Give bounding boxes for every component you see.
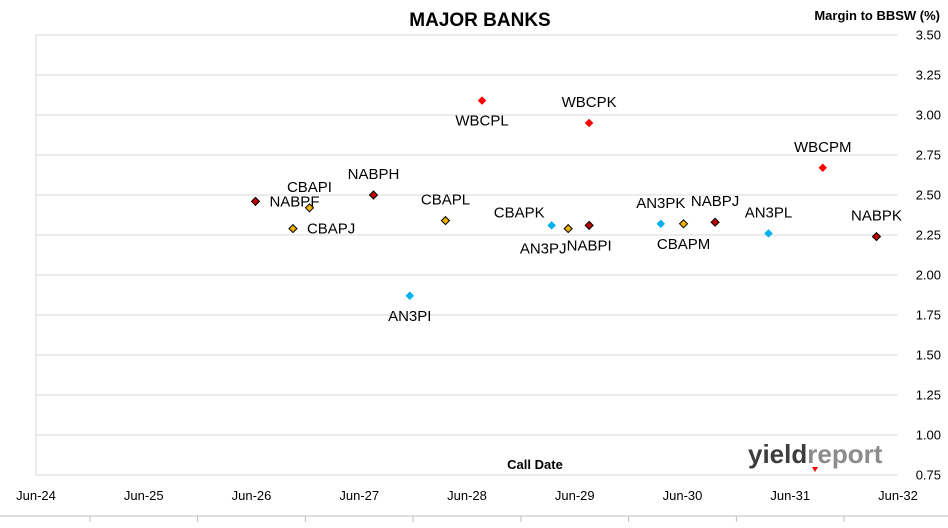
x-tick-label: Jun-29 bbox=[555, 488, 595, 503]
data-label-nabpk: NABPK bbox=[851, 208, 902, 225]
data-point-wbcpm bbox=[818, 163, 828, 173]
y-axis-title: Margin to BBSW (%) bbox=[814, 8, 940, 23]
data-label-cbapm: CBAPM bbox=[657, 236, 710, 253]
data-point-an3pj bbox=[563, 223, 573, 234]
data-label-cbapj: CBAPJ bbox=[307, 221, 355, 238]
x-tick-label: Jun-31 bbox=[770, 488, 810, 503]
logo-accent-mark bbox=[812, 467, 818, 472]
y-tick-label: 3.50 bbox=[916, 28, 941, 43]
data-label-wbcpk: WBCPK bbox=[562, 94, 617, 111]
data-point-nabpf bbox=[250, 196, 261, 207]
data-label-cbapi: CBAPI bbox=[287, 179, 332, 196]
data-point-cbapl bbox=[440, 215, 451, 226]
data-label-wbcpl: WBCPL bbox=[455, 113, 508, 130]
y-tick-label: 2.50 bbox=[916, 188, 941, 203]
logo-text-part2: report bbox=[807, 439, 882, 469]
data-point-nabpk bbox=[871, 231, 882, 242]
data-point-wbcpl bbox=[477, 96, 487, 105]
data-label-cbapl: CBAPL bbox=[421, 192, 470, 209]
y-tick-label: 1.75 bbox=[916, 308, 941, 323]
chart-title: MAJOR BANKS bbox=[409, 10, 550, 31]
data-point-cbapi bbox=[304, 203, 315, 213]
x-tick-label: Jun-27 bbox=[339, 488, 379, 503]
y-tick-label: 1.00 bbox=[916, 428, 941, 443]
data-point-an3pi bbox=[405, 291, 415, 301]
x-axis-title: Call Date bbox=[507, 457, 563, 472]
x-tick-label: Jun-26 bbox=[232, 488, 272, 503]
data-point-an3pl bbox=[764, 229, 773, 238]
data-point-cbapj bbox=[288, 223, 298, 234]
axis-layer: 0.75 1.00 1.25 1.50 1.75 2.00 2.25 2.50 2.75 3.00… bbox=[0, 28, 948, 522]
point-layer: NABPFCBAPJCBAPINABPHAN3PICBAPLWBCPLCBAPK… bbox=[250, 94, 902, 325]
data-point-nabph bbox=[368, 190, 379, 200]
x-tick-label: Jun-24 bbox=[16, 488, 56, 503]
data-point-nabpj bbox=[710, 217, 720, 227]
y-tick-label: 2.75 bbox=[916, 148, 941, 163]
logo-text-part1: yield bbox=[748, 439, 807, 469]
x-tick-label: Jun-25 bbox=[124, 488, 164, 503]
data-label-an3pl: AN3PL bbox=[745, 204, 793, 221]
y-tick-label: 1.25 bbox=[916, 388, 941, 403]
y-tick-label: 0.75 bbox=[916, 468, 941, 483]
data-label-cbapk: CBAPK bbox=[494, 204, 545, 221]
x-tick-label: Jun-30 bbox=[663, 488, 703, 503]
data-point-cbapk bbox=[547, 221, 557, 230]
y-tick-label: 3.25 bbox=[916, 68, 941, 83]
y-tick-label: 1.50 bbox=[916, 348, 941, 363]
y-tick-label: 2.00 bbox=[916, 268, 941, 283]
data-label-an3pj: AN3PJ bbox=[520, 241, 567, 258]
y-tick-label: 3.00 bbox=[916, 108, 941, 123]
data-point-an3pk bbox=[656, 219, 666, 229]
grid-layer bbox=[35, 34, 898, 476]
data-label-an3pk: AN3PK bbox=[636, 195, 685, 212]
data-point-wbcpk bbox=[584, 118, 594, 128]
data-label-nabpj: NABPJ bbox=[691, 193, 739, 210]
svg-text:yieldreport: yieldreport bbox=[748, 439, 883, 469]
data-point-nabpi bbox=[584, 220, 594, 231]
x-tick-label: Jun-32 bbox=[878, 488, 918, 503]
brand-logo: yieldreport bbox=[748, 439, 883, 472]
data-point-cbapm bbox=[678, 219, 689, 229]
data-label-wbcpm: WBCPM bbox=[794, 139, 852, 156]
y-tick-label: 2.25 bbox=[916, 228, 941, 243]
data-label-nabph: NABPH bbox=[348, 166, 400, 183]
x-tick-label: Jun-28 bbox=[447, 488, 487, 503]
data-label-an3pi: AN3PI bbox=[388, 308, 431, 325]
data-label-nabpi: NABPI bbox=[567, 237, 612, 254]
